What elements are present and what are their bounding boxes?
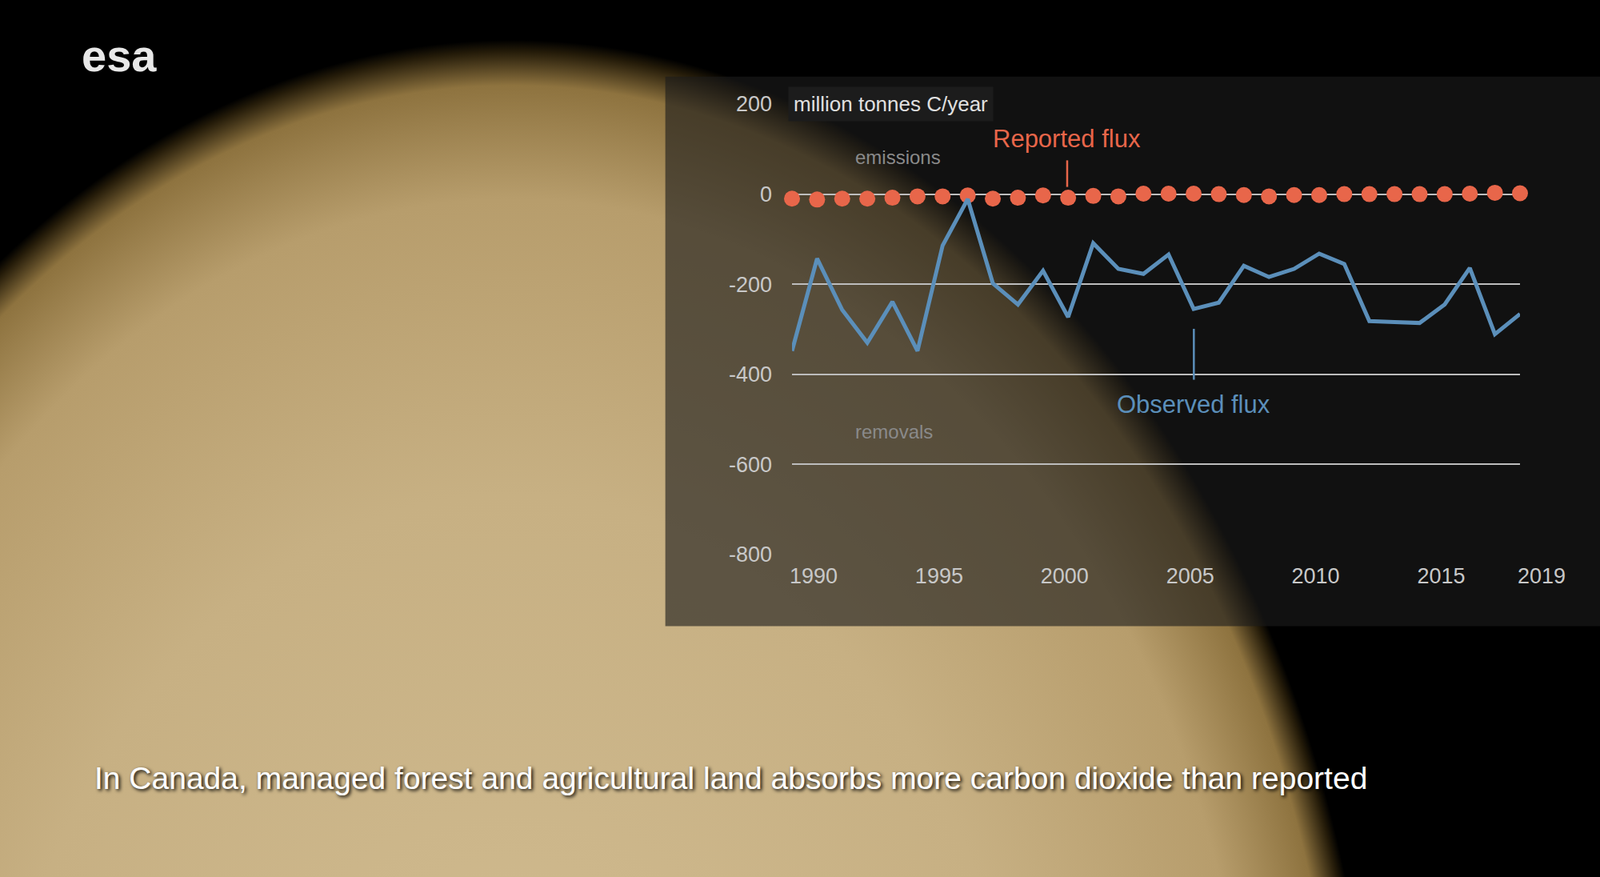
svg-text:emissions: emissions <box>855 146 941 168</box>
svg-text:1995: 1995 <box>915 564 964 588</box>
svg-text:In Canada, managed forest and: In Canada, managed forest and agricultur… <box>94 760 1368 796</box>
svg-text:200: 200 <box>736 92 772 116</box>
svg-text:Reported flux: Reported flux <box>992 124 1141 153</box>
svg-text:2015: 2015 <box>1416 564 1465 588</box>
svg-text:removals: removals <box>855 420 933 443</box>
svg-text:million tonnes C/year: million tonnes C/year <box>793 92 988 116</box>
svg-text:2010: 2010 <box>1292 564 1340 588</box>
svg-text:2005: 2005 <box>1166 564 1215 588</box>
svg-text:Observed flux: Observed flux <box>1116 390 1271 419</box>
svg-text:-600: -600 <box>728 452 772 477</box>
svg-text:-400: -400 <box>728 362 772 387</box>
svg-text:esa: esa <box>81 30 157 81</box>
svg-text:2019: 2019 <box>1517 564 1566 588</box>
svg-text:-200: -200 <box>728 272 772 297</box>
svg-text:1990: 1990 <box>789 564 838 588</box>
svg-text:0: 0 <box>760 182 772 207</box>
svg-text:-800: -800 <box>728 542 772 567</box>
svg-text:2000: 2000 <box>1040 564 1089 588</box>
